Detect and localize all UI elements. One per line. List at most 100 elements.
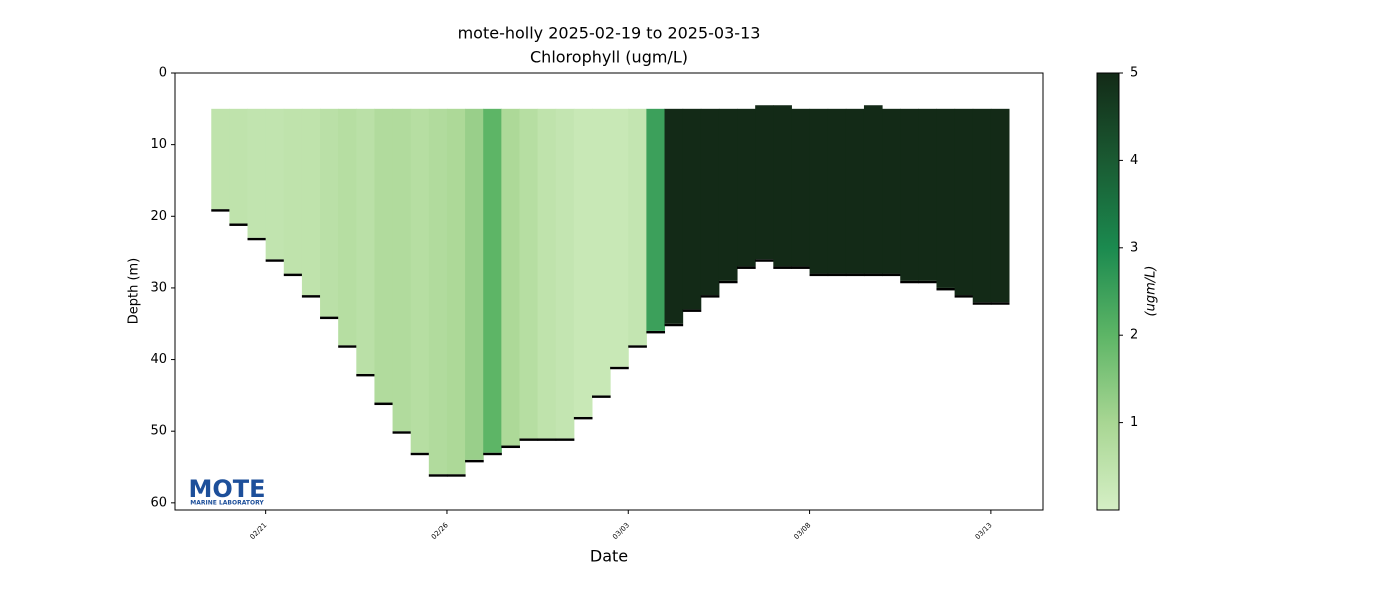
depth-bottom-edge: [718, 280, 738, 284]
x-tick-label: 02/21: [249, 521, 269, 541]
chart-subtitle: Chlorophyll (ugm/L): [530, 48, 688, 67]
data-column: [465, 108, 484, 460]
data-column: [592, 108, 611, 396]
depth-bottom-edge: [664, 323, 684, 327]
data-column: [773, 105, 792, 267]
depth-bottom-edge: [737, 266, 756, 269]
data-column: [682, 108, 702, 310]
x-tick-label: 02/26: [430, 521, 450, 541]
depth-bottom-edge: [791, 266, 811, 269]
data-column: [446, 108, 466, 475]
logo-subtext: MARINE LABORATORY: [190, 500, 264, 507]
depth-bottom-edge: [700, 295, 720, 298]
chart-title: mote-holly 2025-02-19 to 2025-03-13: [458, 24, 761, 43]
depth-bottom-edge: [283, 273, 303, 277]
depth-bottom-edge: [428, 474, 448, 477]
depth-bottom-edge: [555, 438, 575, 441]
data-column: [555, 108, 575, 439]
data-column: [791, 108, 811, 267]
depth-bottom-edge: [990, 302, 1010, 305]
data-column: [501, 108, 520, 446]
depth-bottom-edge: [882, 273, 901, 277]
data-column: [845, 108, 865, 274]
depth-bottom-edge: [936, 287, 956, 291]
depth-bottom-edge: [410, 452, 430, 456]
data-column: [827, 108, 847, 274]
data-column: [700, 108, 720, 296]
y-tick-label: 0: [159, 66, 167, 81]
depth-bottom-edge: [356, 373, 375, 377]
depth-bottom-edge: [918, 280, 937, 284]
y-tick-label: 20: [150, 209, 167, 224]
depth-bottom-edge: [392, 431, 412, 434]
data-column: [628, 108, 647, 346]
data-column: [519, 108, 539, 439]
depth-bottom-edge: [972, 302, 992, 305]
data-column: [664, 108, 684, 324]
colorbar-tick-label: 3: [1130, 240, 1138, 255]
depth-bottom-edge: [465, 459, 484, 463]
depth-bottom-edge: [954, 295, 974, 298]
depth-bottom-edge: [229, 223, 249, 226]
data-column: [900, 108, 919, 281]
colorbar-tick-label: 4: [1130, 153, 1138, 168]
data-column: [320, 108, 339, 317]
y-tick-label: 40: [150, 352, 167, 367]
data-column: [283, 108, 303, 274]
data-column: [936, 108, 956, 288]
x-tick-label: 03/13: [974, 521, 994, 541]
depth-bottom-edge: [537, 438, 557, 441]
data-column: [301, 108, 321, 296]
data-column: [972, 108, 992, 303]
y-axis-label: Depth (m): [127, 258, 142, 325]
data-column: [755, 105, 774, 260]
x-tick-label: 03/03: [611, 521, 631, 541]
data-column: [392, 108, 412, 432]
depth-bottom-edge: [628, 345, 647, 348]
depth-bottom-edge: [211, 209, 230, 212]
colorbar: [1096, 72, 1120, 511]
x-axis-label: Date: [590, 547, 628, 566]
y-tick-label: 60: [150, 495, 167, 510]
data-column: [247, 108, 267, 238]
colorbar-tick-label: 2: [1130, 328, 1138, 343]
depth-bottom-edge: [501, 445, 520, 449]
data-column: [265, 108, 285, 260]
depth-bottom-edge: [610, 366, 629, 370]
depth-bottom-edge: [773, 266, 792, 269]
data-column: [954, 108, 974, 296]
y-tick-label: 30: [150, 280, 167, 295]
depth-bottom-edge: [755, 259, 774, 262]
data-column: [990, 108, 1010, 303]
depth-bottom-edge: [519, 438, 539, 441]
colorbar-label: (ugm/L): [1144, 266, 1159, 317]
data-column: [374, 108, 394, 403]
depth-bottom-edge: [573, 416, 593, 420]
y-tick-label: 10: [150, 137, 167, 152]
data-column: [229, 108, 249, 224]
data-column: [809, 108, 829, 274]
depth-bottom-edge: [247, 237, 267, 241]
depth-bottom-edge: [682, 309, 702, 312]
data-column: [918, 108, 937, 281]
data-column: [356, 108, 375, 374]
logo-text: MOTE: [188, 475, 265, 503]
depth-bottom-edge: [265, 259, 285, 262]
data-column: [410, 108, 430, 453]
y-tick-label: 50: [150, 424, 167, 439]
depth-bottom-edge: [863, 273, 883, 277]
data-column: [882, 108, 901, 274]
data-column: [428, 108, 448, 475]
depth-bottom-edge: [809, 273, 829, 277]
data-column: [338, 108, 357, 346]
depth-bottom-edge: [301, 295, 321, 298]
data-column: [610, 108, 629, 367]
depth-bottom-edge: [592, 395, 611, 398]
depth-bottom-edge: [338, 345, 357, 348]
x-tick-label: 03/08: [792, 521, 812, 541]
colorbar-tick-label: 1: [1130, 415, 1138, 430]
depth-bottom-edge: [446, 474, 466, 477]
colorbar-tick-label: 5: [1130, 66, 1138, 81]
depth-bottom-edge: [374, 402, 394, 406]
